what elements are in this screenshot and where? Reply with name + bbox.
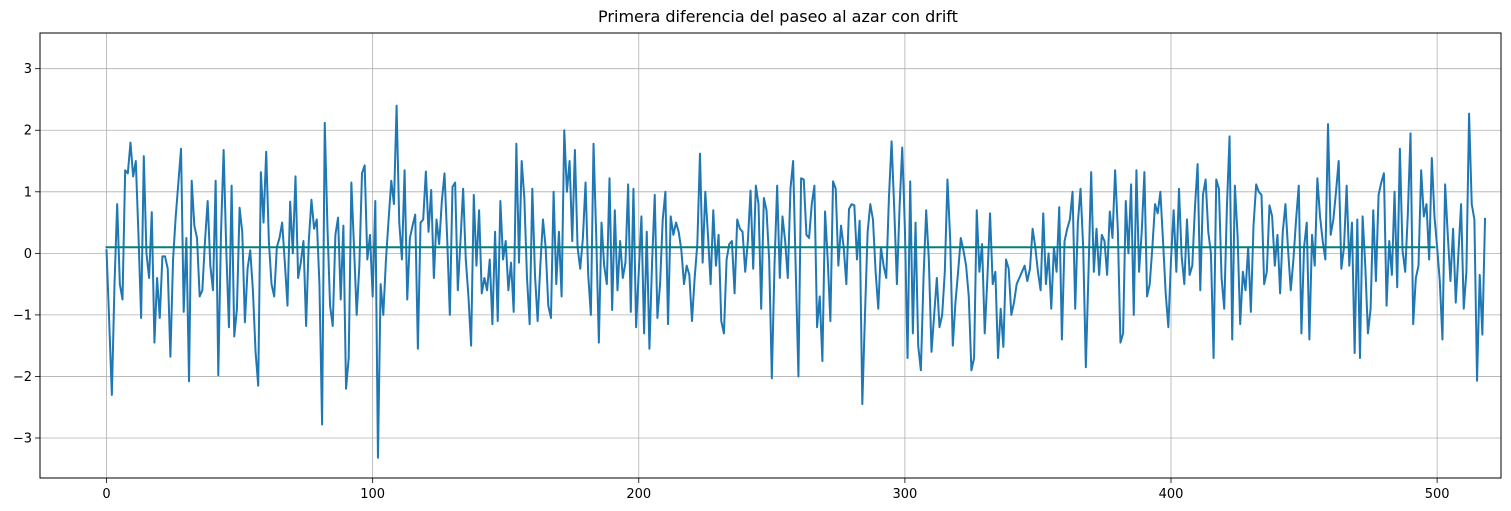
y-tick-label: −2 [13, 370, 32, 385]
y-tick-label: 3 [24, 62, 32, 77]
plot-area [105, 104, 1487, 459]
x-tick-label: 200 [626, 487, 651, 502]
chart-title: Primera diferencia del paseo al azar con… [598, 7, 958, 26]
x-tick-label: 500 [1425, 487, 1450, 502]
y-tick-label: 1 [24, 185, 32, 200]
y-tick-label: −1 [13, 308, 32, 323]
x-axis: 0 100 200 300 400 500 [102, 478, 1450, 502]
y-axis: −3 −2 −1 0 1 2 3 [13, 62, 40, 446]
y-tick-label: −3 [13, 431, 32, 446]
x-tick-label: 400 [1159, 487, 1184, 502]
y-tick-label: 2 [24, 124, 32, 139]
y-tick-label: 0 [24, 247, 32, 262]
x-tick-label: 0 [102, 487, 110, 502]
x-tick-label: 100 [360, 487, 385, 502]
series-line-diff [105, 104, 1487, 459]
plot-frame [39, 32, 1502, 479]
x-tick-label: 300 [892, 487, 917, 502]
